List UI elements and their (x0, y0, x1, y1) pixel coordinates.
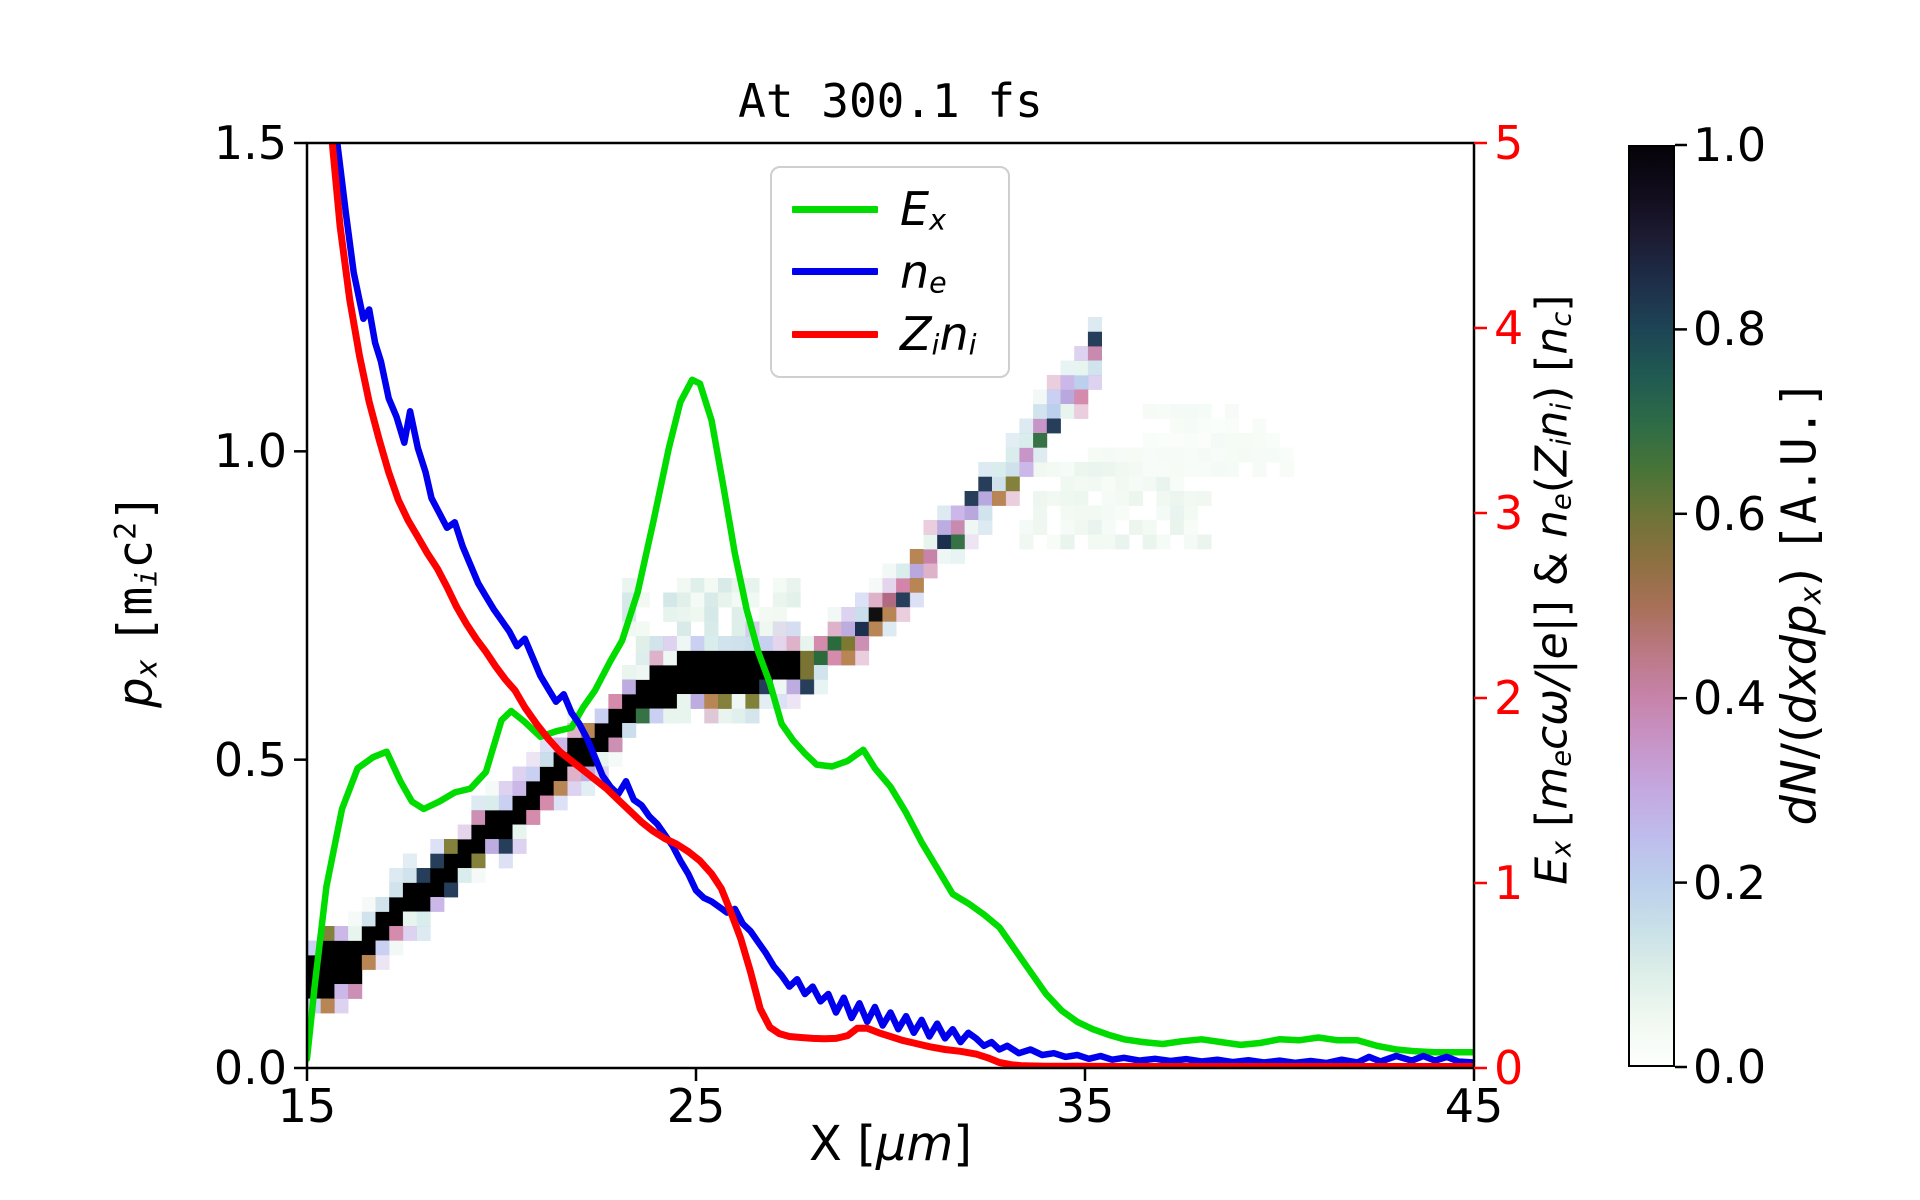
x-tick-label-35: 35 (1055, 1079, 1115, 1133)
legend-item-zini: Zini (792, 307, 1008, 362)
curve-Ex (307, 376, 1474, 1063)
curve-ne (334, 143, 1474, 1067)
legend-item-ne: ne (792, 244, 1008, 300)
legend-line-ne (792, 268, 878, 276)
left-y-tick-label-1.5: 1.5 (213, 116, 287, 170)
legend: Ex ne Zini (770, 166, 1010, 378)
colorbar-tick-label-1.0: 1.0 (1693, 118, 1767, 172)
colorbar-tick-label-0.0: 0.0 (1693, 1040, 1767, 1094)
colorbar (1628, 145, 1675, 1067)
x-axis-label: X [μm] (809, 1116, 972, 1172)
right-y-axis-label: Ex [mecω/|e|] & ne(Zini) [nc] (1526, 294, 1578, 885)
plot-frame (305, 141, 1476, 1070)
legend-line-ex (792, 205, 878, 213)
x-tick-label-45: 45 (1444, 1079, 1504, 1133)
right-y-tick-label-0: 0 (1494, 1041, 1524, 1095)
left-y-tick-label-1.0: 1.0 (213, 424, 287, 479)
right-y-tick-label-5: 5 (1494, 116, 1524, 170)
plot-title: At 300.1 fs (738, 74, 1043, 128)
series-curves (307, 143, 1474, 1068)
colorbar-label: dN/(dxdpx) [A.U.] (1771, 379, 1829, 826)
colorbar-tick-label-0.6: 0.6 (1693, 486, 1767, 541)
left-y-tick-label-0.5: 0.5 (213, 732, 287, 787)
right-y-tick-label-2: 2 (1494, 671, 1524, 725)
legend-item-ex: Ex (792, 182, 1008, 237)
legend-line-zini (792, 331, 878, 339)
right-y-tick-label-1: 1 (1494, 856, 1524, 910)
legend-label-ne: ne (900, 244, 947, 300)
legend-label-zini: Zini (900, 307, 977, 362)
phase-space-heatmap (307, 317, 1294, 1014)
colorbar-tick-label-0.2: 0.2 (1693, 855, 1767, 910)
colorbar-tick-label-0.4: 0.4 (1693, 671, 1767, 726)
x-tick-label-15: 15 (277, 1079, 337, 1133)
legend-label-ex: Ex (900, 182, 946, 237)
right-y-tick-label-3: 3 (1494, 486, 1524, 540)
right-y-tick-label-4: 4 (1494, 301, 1524, 355)
left-y-axis-label: px [mic2] (107, 493, 165, 708)
x-tick-label-25: 25 (666, 1079, 726, 1133)
left-y-tick-label-0.0: 0.0 (213, 1041, 287, 1095)
curve-Zini (328, 143, 1474, 1068)
colorbar-tick-label-0.8: 0.8 (1693, 302, 1767, 357)
